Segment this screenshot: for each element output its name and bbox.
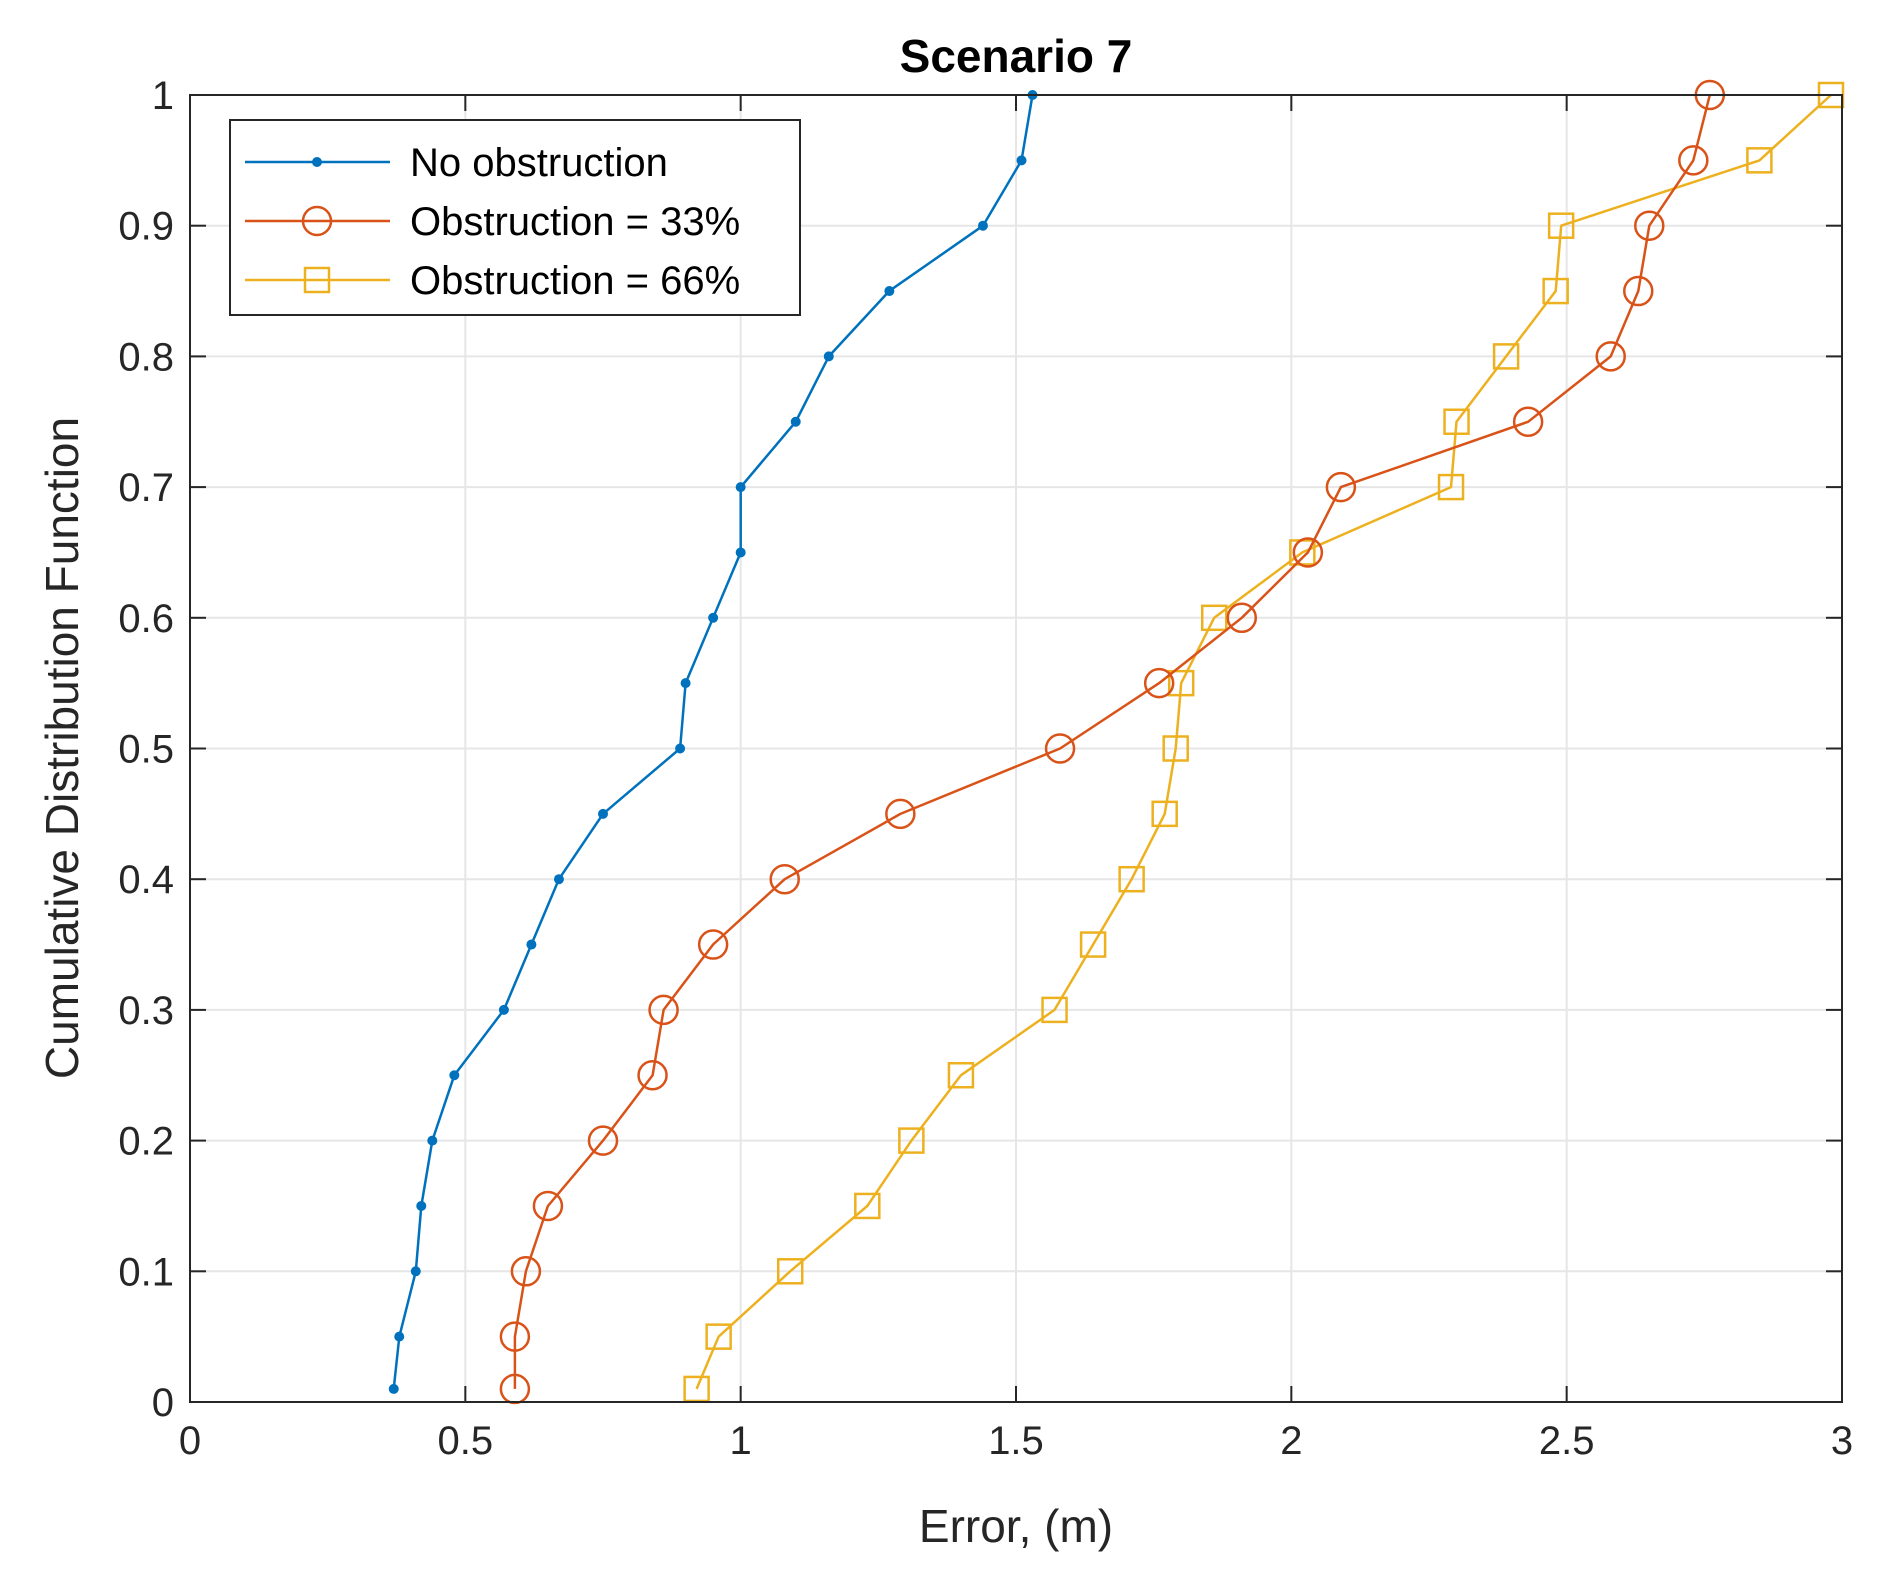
y-tick-label: 0.3 [118, 989, 174, 1033]
data-point-marker [735, 482, 746, 493]
data-point-marker [1623, 275, 1654, 307]
data-point-marker [1151, 800, 1178, 828]
data-point-marker [705, 1323, 732, 1350]
series-1 [388, 90, 1038, 1394]
data-point-marker [898, 1127, 925, 1154]
data-point-marker [708, 612, 719, 623]
series-line [513, 94, 1712, 1389]
series-2 [499, 79, 1726, 1405]
data-point-marker [1079, 931, 1107, 958]
data-point-marker [587, 1125, 619, 1156]
data-point-marker [1118, 865, 1145, 893]
legend-item: No obstruction [245, 141, 668, 185]
data-point-marker [884, 286, 895, 297]
data-point-marker [735, 547, 746, 558]
y-tick-label: 0.7 [118, 466, 174, 510]
data-point-marker [1325, 471, 1357, 503]
data-point-marker [885, 798, 916, 830]
y-tick-label: 0.8 [118, 335, 174, 379]
data-point-marker [427, 1135, 438, 1146]
data-point-marker [1595, 341, 1626, 372]
legend-label: Obstruction = 66% [410, 259, 740, 303]
data-point-marker [675, 743, 686, 754]
data-point-marker [823, 351, 834, 362]
data-point-marker [637, 1060, 668, 1091]
data-point-marker [1746, 147, 1773, 174]
data-point-marker [532, 1190, 564, 1222]
x-tick-label: 1 [730, 1419, 752, 1463]
data-point-marker [499, 1321, 531, 1352]
legend-marker [301, 205, 333, 237]
data-point-marker [1512, 406, 1544, 437]
y-tick-label: 0.9 [118, 205, 174, 249]
y-tick-label: 0.1 [118, 1250, 174, 1294]
data-point-marker [449, 1070, 460, 1081]
data-point-marker [598, 808, 608, 819]
legend-marker [312, 157, 322, 167]
data-point-marker [416, 1200, 427, 1211]
x-tick-label: 3 [1831, 1419, 1853, 1463]
legend-label: Obstruction = 33% [410, 200, 740, 244]
legend-label: No obstruction [410, 141, 668, 185]
chart-title: Scenario 7 [900, 30, 1133, 82]
y-axis-label: Cumulative Distribution Function [36, 417, 88, 1079]
x-tick-label: 0.5 [438, 1419, 494, 1463]
x-tick-label: 0 [179, 1419, 201, 1463]
legend: No obstruction Obstruction = 33% Obstructi… [229, 119, 801, 316]
data-point-marker [1547, 212, 1575, 239]
data-point-marker [1634, 210, 1665, 241]
data-point-marker [697, 929, 729, 960]
data-point-marker [648, 994, 679, 1026]
legend-item: Obstruction = 66% [245, 259, 740, 303]
data-point-marker [1443, 408, 1470, 435]
series-group [388, 79, 1845, 1405]
data-point-marker [947, 1062, 975, 1089]
data-point-marker [1437, 473, 1465, 501]
legend-item: Obstruction = 33% [245, 200, 740, 244]
y-tick-label: 0.2 [118, 1120, 174, 1164]
data-point-marker [394, 1331, 405, 1342]
legend-marker [303, 266, 331, 294]
data-point-marker [1542, 277, 1569, 305]
data-point-marker [498, 1004, 509, 1015]
y-tick-label: 0.4 [118, 858, 174, 902]
data-point-marker [1162, 735, 1189, 762]
data-point-marker [769, 863, 800, 895]
series-3 [683, 81, 1845, 1403]
data-point-marker [1044, 733, 1076, 764]
y-tick-label: 0.6 [118, 597, 174, 641]
data-point-marker [776, 1258, 804, 1285]
ticks: 0 0.5 1 1.5 2 2.5 3 0 0.1 0.2 0.3 0.4 0.5 0.6 0.7 0.8 0.… [118, 74, 1853, 1463]
data-point-marker [680, 678, 691, 689]
data-point-marker [1292, 537, 1324, 568]
data-point-marker [1226, 602, 1258, 634]
data-point-marker [526, 939, 537, 950]
data-point-marker [790, 416, 801, 427]
data-point-marker [1167, 669, 1195, 697]
data-point-marker [388, 1383, 399, 1394]
y-tick-label: 1 [152, 74, 174, 118]
data-point-marker [683, 1375, 710, 1403]
data-point-marker [977, 220, 988, 231]
data-point-marker [854, 1192, 881, 1220]
x-axis-label: Error, (m) [919, 1500, 1113, 1552]
data-point-marker [510, 1256, 542, 1287]
x-tick-label: 1.5 [988, 1419, 1044, 1463]
data-point-marker [1143, 667, 1175, 699]
data-point-marker [1041, 996, 1068, 1024]
y-tick-label: 0.5 [118, 728, 174, 772]
y-tick-label: 0 [152, 1381, 174, 1425]
data-point-marker [1200, 604, 1228, 632]
series-line [695, 94, 1832, 1390]
data-point-marker [1016, 155, 1027, 166]
data-point-marker [1678, 145, 1709, 176]
x-tick-label: 2 [1280, 1419, 1302, 1463]
x-tick-label: 2.5 [1539, 1419, 1595, 1463]
data-point-marker [1492, 343, 1520, 370]
data-point-marker [553, 874, 564, 885]
data-point-marker [410, 1266, 421, 1277]
legend-box [229, 119, 801, 316]
